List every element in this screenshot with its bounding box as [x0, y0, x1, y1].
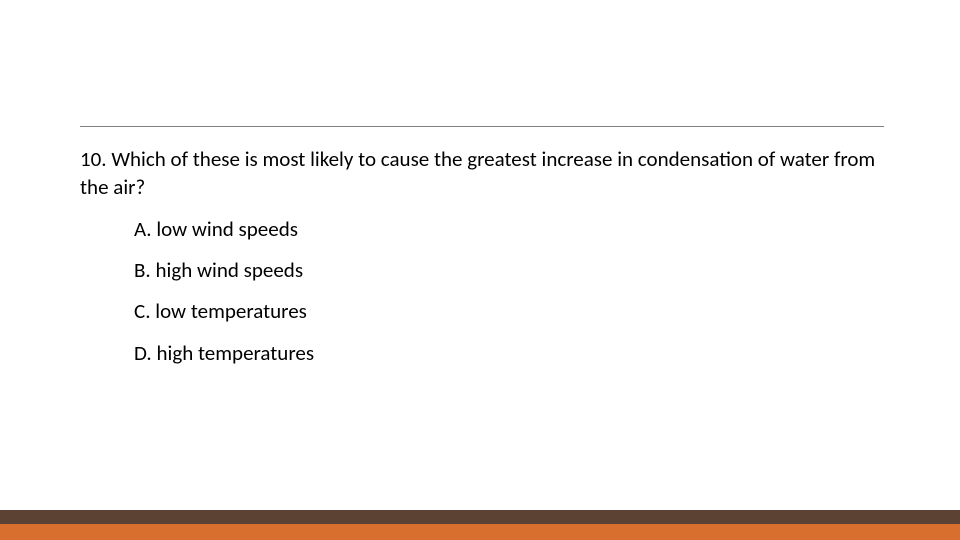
option-b: B. high wind speeds: [134, 257, 884, 284]
footer-stripe-orange: [0, 524, 960, 540]
option-c: C. low temperatures: [134, 298, 884, 325]
option-a: A. low wind speeds: [134, 216, 884, 243]
option-letter: A.: [134, 216, 152, 242]
footer-bar: [0, 510, 960, 540]
question-body: Which of these is most likely to cause t…: [80, 146, 875, 200]
option-letter: C.: [134, 298, 151, 324]
option-letter: B.: [134, 257, 151, 283]
option-letter: D.: [134, 340, 152, 366]
option-text: high temperatures: [156, 340, 314, 366]
question-number: 10.: [80, 146, 107, 172]
option-text: low temperatures: [155, 298, 307, 324]
slide-content: 10. Which of these is most likely to cau…: [80, 126, 884, 381]
option-d: D. high temperatures: [134, 340, 884, 367]
footer-stripe-dark: [0, 510, 960, 524]
option-text: low wind speeds: [156, 216, 298, 242]
options-list: A. low wind speeds B. high wind speeds C…: [80, 216, 884, 367]
option-text: high wind speeds: [155, 257, 303, 283]
question-text: 10. Which of these is most likely to cau…: [80, 145, 884, 202]
horizontal-divider: [80, 126, 884, 127]
